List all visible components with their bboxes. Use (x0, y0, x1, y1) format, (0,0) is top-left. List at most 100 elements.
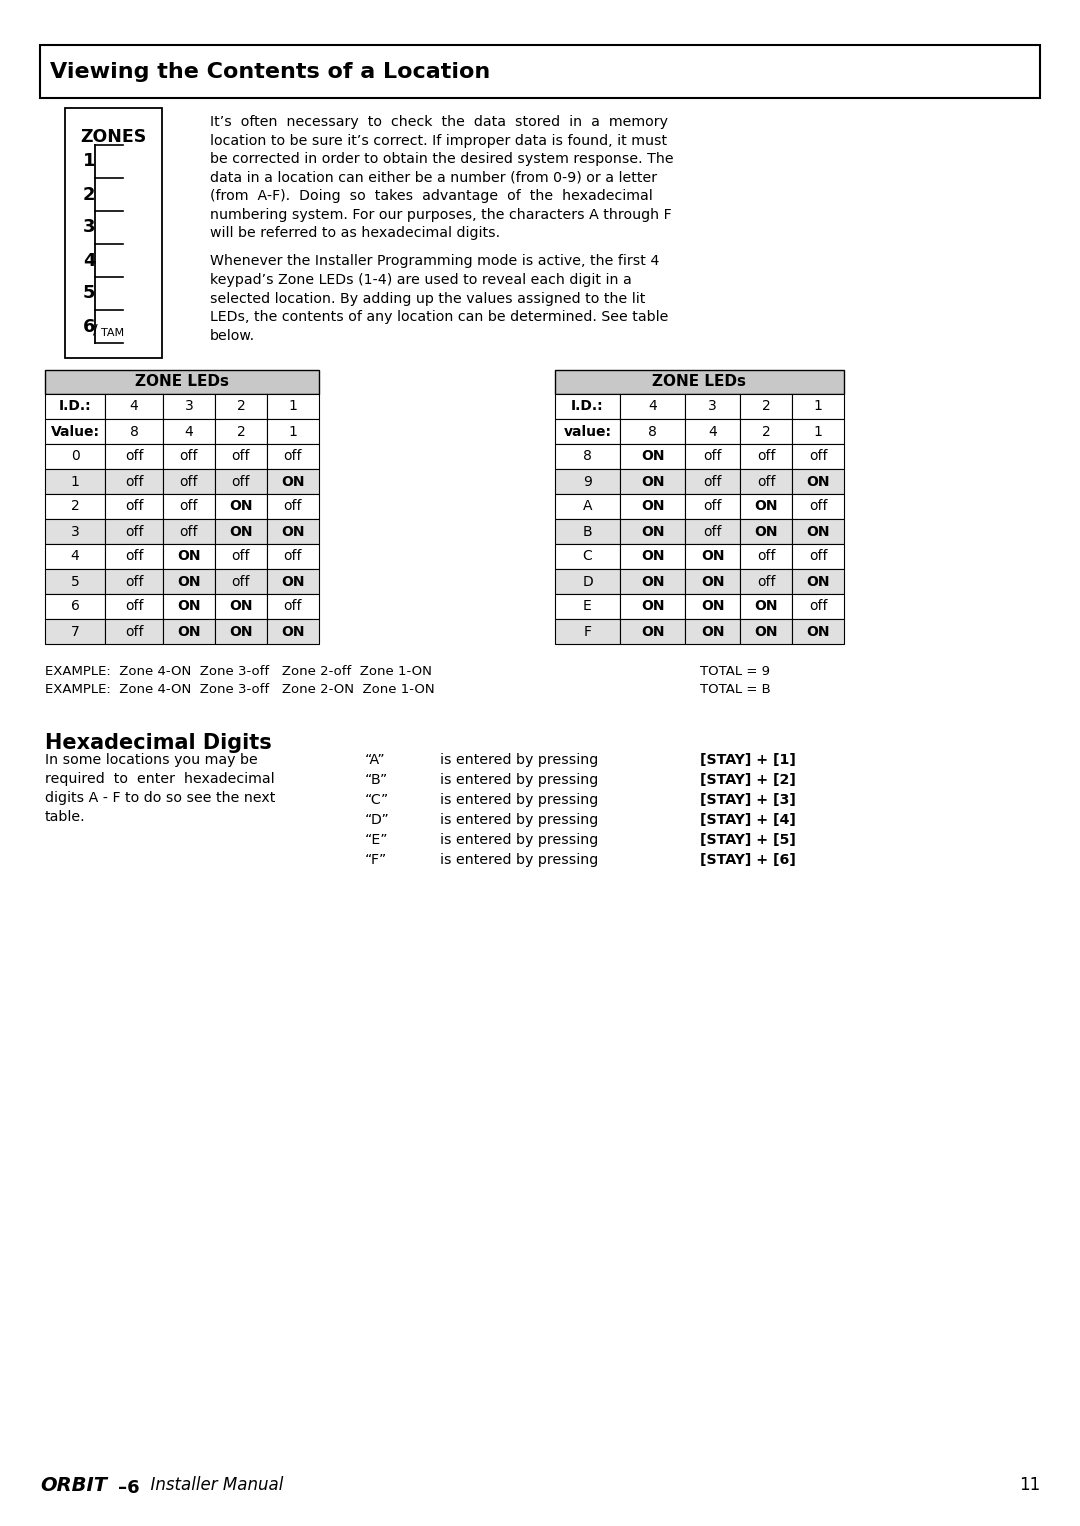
Bar (267, 519, 319, 543)
Bar (267, 620, 319, 644)
Text: will be referred to as hexadecimal digits.: will be referred to as hexadecimal digit… (210, 226, 500, 240)
Bar (555, 394, 620, 420)
Bar (267, 569, 319, 594)
Text: is entered by pressing: is entered by pressing (440, 833, 598, 847)
Text: ON: ON (229, 525, 253, 539)
Bar (267, 394, 319, 420)
Bar (685, 543, 740, 569)
Bar (740, 519, 792, 543)
Bar (163, 420, 215, 444)
Text: is entered by pressing: is entered by pressing (440, 794, 598, 807)
Text: [STAY] + [4]: [STAY] + [4] (700, 813, 796, 827)
Text: ON: ON (807, 525, 829, 539)
Text: off: off (179, 525, 199, 539)
Text: ON: ON (807, 624, 829, 638)
Bar (792, 494, 843, 519)
Text: off: off (232, 475, 251, 488)
Text: In some locations you may be: In some locations you may be (45, 752, 258, 768)
Text: off: off (125, 549, 144, 563)
Bar (555, 494, 620, 519)
Bar (740, 494, 792, 519)
Text: ON: ON (229, 624, 253, 638)
Text: 3: 3 (185, 400, 193, 414)
Bar (267, 543, 319, 569)
Text: value:: value: (564, 424, 611, 438)
Text: ON: ON (640, 475, 664, 488)
Text: 4: 4 (130, 400, 138, 414)
Bar (105, 468, 163, 494)
Bar (215, 444, 267, 468)
Bar (45, 444, 105, 468)
Bar (740, 569, 792, 594)
Bar (555, 519, 620, 543)
Text: [STAY] + [3]: [STAY] + [3] (700, 794, 796, 807)
Text: numbering system. For our purposes, the characters A through F: numbering system. For our purposes, the … (210, 208, 672, 221)
Bar (215, 594, 267, 620)
Text: 6: 6 (83, 317, 95, 336)
Text: 1: 1 (288, 424, 297, 438)
Text: ON: ON (281, 525, 305, 539)
Text: off: off (125, 574, 144, 589)
Bar (267, 594, 319, 620)
Text: 3: 3 (83, 218, 95, 237)
Text: off: off (232, 450, 251, 464)
Text: A: A (583, 499, 592, 514)
Bar (163, 394, 215, 420)
Text: 0: 0 (70, 450, 79, 464)
Text: 5: 5 (70, 574, 79, 589)
Text: 2: 2 (83, 186, 95, 203)
Bar (792, 569, 843, 594)
Text: off: off (125, 499, 144, 514)
Text: selected location. By adding up the values assigned to the lit: selected location. By adding up the valu… (210, 291, 646, 305)
Text: ON: ON (229, 499, 253, 514)
Text: ON: ON (754, 600, 778, 613)
Bar (792, 444, 843, 468)
Text: 4: 4 (648, 400, 657, 414)
Bar (163, 444, 215, 468)
Text: D: D (582, 574, 593, 589)
Bar (163, 519, 215, 543)
Bar (685, 519, 740, 543)
Text: off: off (125, 624, 144, 638)
Bar (740, 420, 792, 444)
Text: 4: 4 (83, 252, 95, 270)
Text: ORBIT: ORBIT (40, 1476, 107, 1495)
Text: ON: ON (754, 525, 778, 539)
Text: TOTAL = 9: TOTAL = 9 (700, 665, 770, 678)
Text: ON: ON (754, 499, 778, 514)
Text: ON: ON (177, 549, 201, 563)
Text: 3: 3 (708, 400, 717, 414)
Text: (from  A-F).  Doing  so  takes  advantage  of  the  hexadecimal: (from A-F). Doing so takes advantage of … (210, 189, 652, 203)
Text: is entered by pressing: is entered by pressing (440, 813, 598, 827)
Bar (685, 468, 740, 494)
Bar (163, 569, 215, 594)
Text: –6: –6 (118, 1479, 139, 1497)
Text: TAM: TAM (102, 328, 124, 337)
Text: off: off (757, 574, 775, 589)
Text: ON: ON (640, 549, 664, 563)
Text: data in a location can either be a number (from 0-9) or a letter: data in a location can either be a numbe… (210, 171, 657, 185)
Bar (267, 420, 319, 444)
Text: C: C (582, 549, 592, 563)
Text: 2: 2 (70, 499, 79, 514)
Bar (555, 543, 620, 569)
Text: ON: ON (640, 450, 664, 464)
Text: 1: 1 (288, 400, 297, 414)
Bar (555, 620, 620, 644)
Bar (685, 420, 740, 444)
Text: “E”: “E” (365, 833, 389, 847)
Bar (620, 394, 685, 420)
Bar (45, 468, 105, 494)
Bar (215, 420, 267, 444)
Bar (792, 519, 843, 543)
Bar (792, 420, 843, 444)
Text: location to be sure it’s correct. If improper data is found, it must: location to be sure it’s correct. If imp… (210, 133, 667, 148)
Text: F: F (583, 624, 592, 638)
Bar (45, 620, 105, 644)
Bar (685, 594, 740, 620)
Bar (215, 468, 267, 494)
Text: off: off (179, 450, 199, 464)
Text: ON: ON (281, 475, 305, 488)
Text: [STAY] + [5]: [STAY] + [5] (700, 833, 796, 847)
Text: required  to  enter  hexadecimal: required to enter hexadecimal (45, 772, 274, 786)
